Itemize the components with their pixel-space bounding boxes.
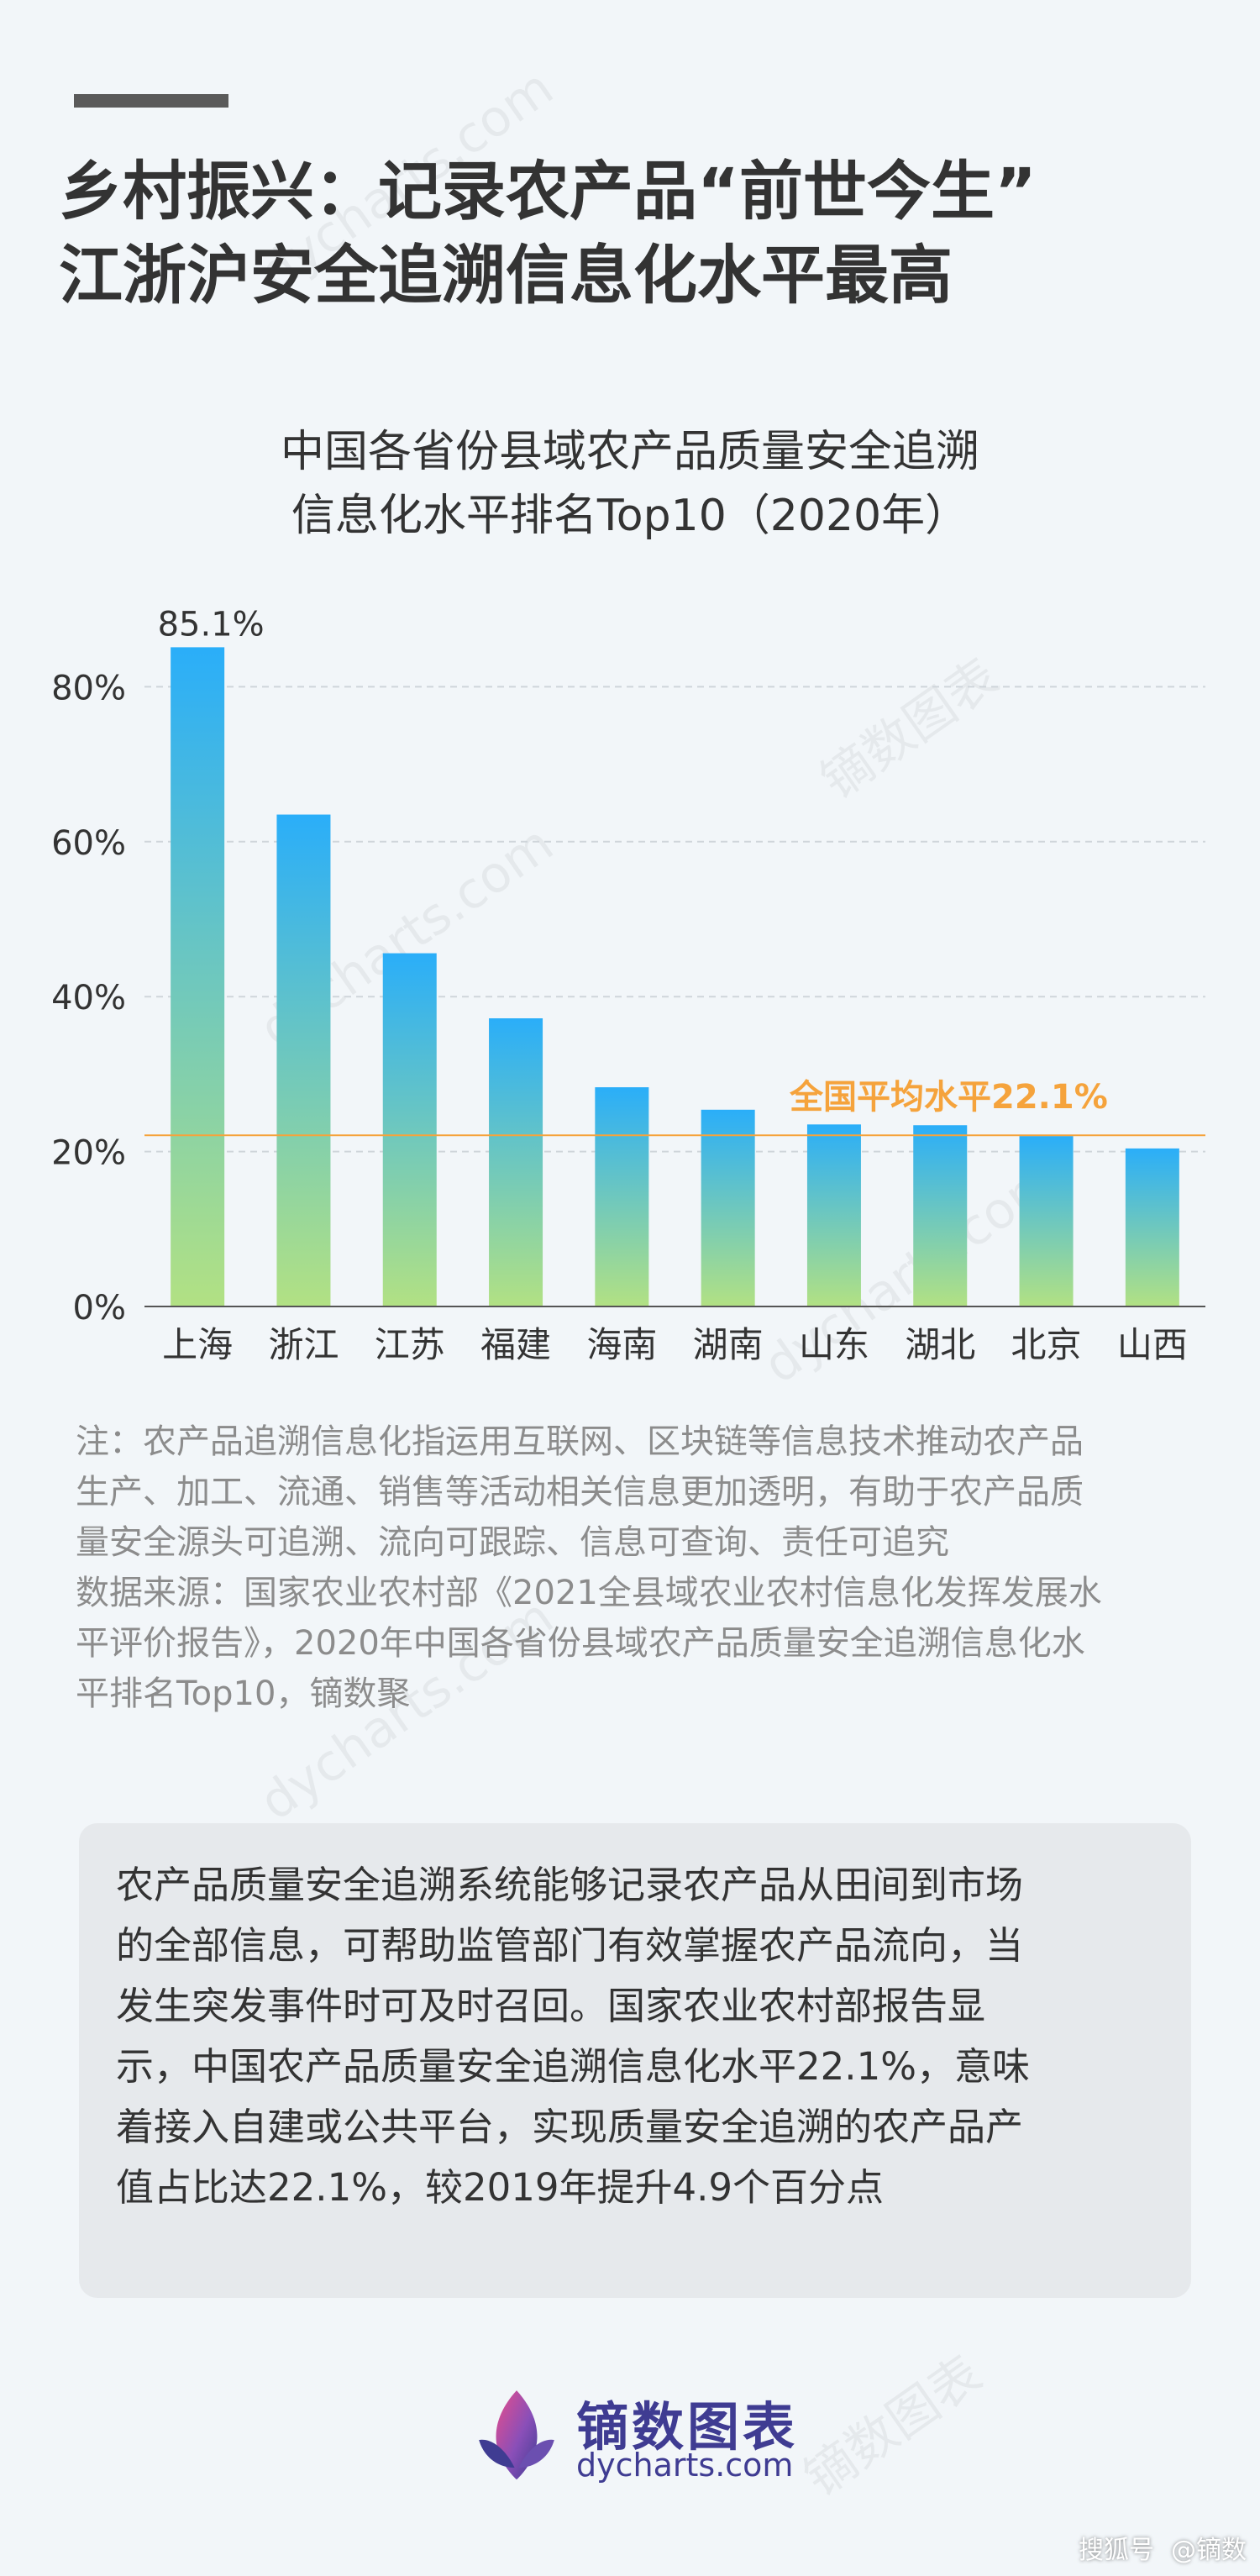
y-tick-label: 80% — [51, 669, 126, 707]
summary-line: 值占比达22.1%，较2019年提升4.9个百分点 — [116, 2165, 885, 2210]
chart-title: 中国各省份县域农产品质量安全追溯 信息化水平排名Top10（2020年） — [0, 420, 1260, 548]
bar-海南 — [595, 1087, 649, 1306]
x-tick-label: 北京 — [1011, 1324, 1082, 1365]
x-tick-label: 浙江 — [268, 1324, 339, 1365]
headline: 乡村振兴：记录农产品“前世今生” 江浙沪安全追溯信息化水平最高 — [59, 150, 1218, 318]
x-tick-label: 湖南 — [693, 1324, 764, 1365]
x-tick-label: 福建 — [480, 1324, 551, 1365]
headline-line-1: 乡村振兴：记录农产品“前世今生” — [59, 154, 1037, 229]
x-tick-label: 上海 — [162, 1324, 233, 1365]
bar-湖南 — [701, 1109, 755, 1306]
summary-line: 发生突发事件时可及时召回。国家农业农村部报告显 — [116, 1984, 986, 2028]
summary-line: 着接入自建或公共平台，实现质量安全追溯的农产品产 — [116, 2105, 1024, 2149]
logo-name: 镝数图表 — [576, 2396, 799, 2458]
source-credit: 搜狐号 @镝数 — [1062, 2529, 1247, 2566]
x-tick-label: 山西 — [1117, 1324, 1188, 1365]
y-tick-label: 40% — [51, 979, 126, 1017]
chart-title-line-1: 中国各省份县域农产品质量安全追溯 — [280, 427, 979, 477]
note-line: 量安全源头可追溯、流向可跟踪、信息可查询、责任可追究 — [76, 1523, 949, 1562]
credit-author: @镝数 — [1171, 2536, 1247, 2565]
summary-line: 的全部信息，可帮助监管部门有效掌握农产品流向，当 — [116, 1923, 1024, 1968]
credit-platform: 搜狐号 — [1079, 2536, 1154, 2565]
x-tick-label: 江苏 — [375, 1324, 445, 1365]
average-reference-label: 全国平均水平22.1% — [789, 1078, 1108, 1117]
summary-line: 农产品质量安全追溯系统能够记录农产品从田间到市场 — [116, 1863, 1024, 1907]
y-tick-label: 20% — [51, 1134, 126, 1173]
summary-box: 农产品质量安全追溯系统能够记录农产品从田间到市场 的全部信息，可帮助监管部门有效… — [79, 1823, 1191, 2298]
chart-notes: 注：农产品追溯信息化指运用互联网、区块链等信息技术推动农产品 生产、加工、流通、… — [76, 1417, 1201, 1719]
bar-山西 — [1125, 1148, 1179, 1306]
chart-title-line-2: 信息化水平排名Top10（2020年） — [291, 491, 969, 541]
source-line: 平排名Top10，镝数聚 — [76, 1674, 411, 1713]
y-tick-label: 60% — [51, 824, 126, 863]
y-tick-label: 0% — [73, 1289, 126, 1327]
bar-上海 — [171, 647, 225, 1306]
bar-福建 — [489, 1018, 543, 1306]
x-tick-label: 湖北 — [905, 1324, 975, 1365]
x-tick-label: 山东 — [799, 1324, 869, 1365]
source-line: 数据来源：国家农业农村部《2021全县域农业农村信息化发挥发展水 — [76, 1574, 1102, 1612]
x-tick-label: 海南 — [586, 1324, 657, 1365]
summary-line: 示，中国农产品质量安全追溯信息化水平22.1%，意味 — [116, 2044, 1030, 2089]
logo-url: dycharts.com — [576, 2447, 794, 2484]
note-line: 注：农产品追溯信息化指运用互联网、区块链等信息技术推动农产品 — [76, 1422, 1084, 1461]
dycharts-logo-icon — [479, 2390, 554, 2480]
source-line: 平评价报告》，2020年中国各省份县域农产品质量安全追溯信息化水 — [76, 1624, 1085, 1663]
bar-chart: 0% 20% 40% 60% 80% 上海 浙江 江苏 福建 海南 湖南 山东 湖北 北京 山西 85.1%… — [51, 605, 1205, 1365]
note-line: 生产、加工、流通、销售等活动相关信息更加透明，有助于农产品质 — [76, 1473, 1084, 1511]
bar-江苏 — [382, 953, 437, 1306]
bar-浙江 — [276, 814, 331, 1306]
watermark-text: 镝数图表 — [793, 2344, 993, 2509]
headline-line-2: 江浙沪安全追溯信息化水平最高 — [59, 238, 953, 313]
headline-accent-bar — [74, 94, 228, 108]
bar-山东 — [806, 1124, 861, 1306]
data-label: 85.1% — [158, 605, 265, 644]
summary-text: 农产品质量安全追溯系统能够记录农产品从田间到市场 的全部信息，可帮助监管部门有效… — [116, 1855, 1158, 2218]
bar-湖北 — [913, 1125, 968, 1306]
bar-北京 — [1019, 1136, 1074, 1306]
